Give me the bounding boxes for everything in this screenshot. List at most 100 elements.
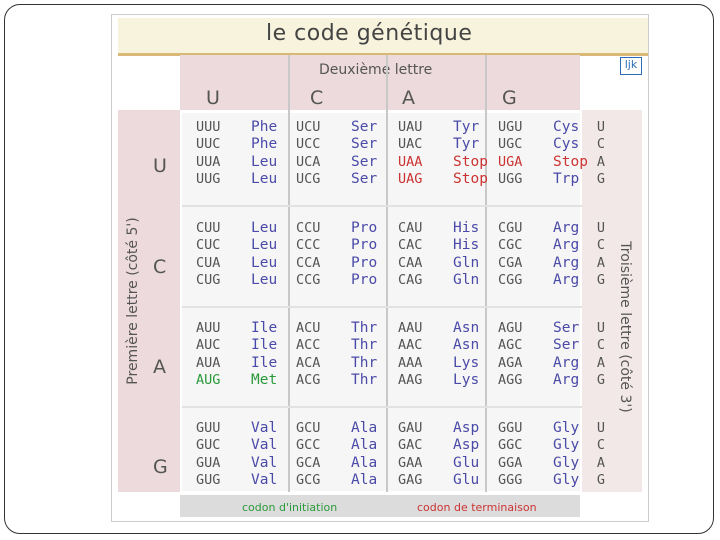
first-letter-g: G xyxy=(153,456,168,478)
amino-acid: Pro xyxy=(351,220,378,236)
codon-table xyxy=(182,113,580,491)
codon: UGG xyxy=(498,170,523,187)
amino-acid: Ala xyxy=(351,471,378,488)
amino-acid: Thr xyxy=(351,337,378,354)
amino-acid: Thr xyxy=(351,320,378,336)
amino-acid: Pro xyxy=(351,254,378,271)
codon: AAU xyxy=(398,320,423,336)
codon: AGC xyxy=(498,337,523,354)
amino-acid-list: Asn Asn Lys Lys xyxy=(453,320,479,389)
codon-block: CUU CUC CUA CUG Leu Leu Leu Leu xyxy=(182,220,282,288)
codon: UUU xyxy=(196,119,221,135)
codon: AUC xyxy=(196,337,221,354)
amino-acid: Leu xyxy=(251,237,278,254)
codon-list: CAU CAC CAA CAG xyxy=(398,220,422,289)
second-letter-g: G xyxy=(502,87,517,109)
codon-block: AAU AAC AAA AAG Asn Asn Lys Lys xyxy=(384,320,484,388)
amino-acid: Ala xyxy=(351,454,378,471)
legend-initiation: codon d'initiation xyxy=(242,501,338,514)
codon: GUU xyxy=(196,420,221,436)
codon: GCG xyxy=(296,471,321,488)
amino-acid: His xyxy=(453,220,480,236)
row-divider xyxy=(182,306,582,308)
codon: GUG xyxy=(196,471,221,488)
codon: AGU xyxy=(498,320,523,336)
codon-block: GGU GGC GGA GGG Gly Gly Gly Gly xyxy=(484,420,584,488)
column-divider xyxy=(288,55,290,492)
codon: CAG xyxy=(398,271,423,288)
amino-acid: Phe xyxy=(251,119,278,135)
amino-acid-list: Tyr Tyr Stop Stop xyxy=(453,119,488,188)
codon: CCU xyxy=(296,220,321,236)
codon-list: GUU GUC GUA GUG xyxy=(196,420,220,489)
second-letter-c: C xyxy=(310,87,324,109)
amino-acid: Ser xyxy=(553,320,580,336)
codon: UAU xyxy=(398,119,423,135)
amino-acid-list: Ser Ser Arg Arg xyxy=(553,320,579,389)
amino-acid: Asn xyxy=(453,320,480,336)
codon: CGG xyxy=(498,271,523,288)
codon: ACG xyxy=(296,371,321,388)
amino-acid-list: Gly Gly Gly Gly xyxy=(553,420,579,489)
codon: UCU xyxy=(296,119,321,135)
amino-acid: Ile xyxy=(251,337,278,354)
codon-list: UUU UUC UUA UUG xyxy=(196,119,220,188)
codon: GAC xyxy=(398,437,423,454)
amino-acid: Gly xyxy=(553,454,580,471)
amino-acid: Glu xyxy=(453,471,480,488)
row-divider xyxy=(182,406,582,408)
amino-acid: Leu xyxy=(251,271,278,288)
amino-acid-list: Phe Phe Leu Leu xyxy=(251,119,277,188)
codon: ACC xyxy=(296,337,321,354)
codon: AAA xyxy=(398,354,423,371)
column-divider xyxy=(386,55,388,492)
amino-acid-list: Pro Pro Pro Pro xyxy=(351,220,377,289)
amino-acid: Glu xyxy=(453,454,480,471)
codon: AGA xyxy=(498,354,523,371)
amino-acid: Ser xyxy=(553,337,580,354)
codon: UCA xyxy=(296,153,321,170)
amino-acid: Asn xyxy=(453,337,480,354)
codon: CUU xyxy=(196,220,221,236)
codon-block: ACU ACC ACA ACG Thr Thr Thr Thr xyxy=(282,320,382,388)
amino-acid: Pro xyxy=(351,271,378,288)
amino-acid: Tyr xyxy=(453,136,480,153)
codon-block: CAU CAC CAA CAG His His Gln Gln xyxy=(384,220,484,288)
codon: GUC xyxy=(196,437,221,454)
third-letter: U xyxy=(596,220,606,236)
codon-list: CUU CUC CUA CUG xyxy=(196,220,220,289)
codon: CGA xyxy=(498,254,523,271)
codon: GCC xyxy=(296,437,321,454)
amino-acid: Cys xyxy=(553,136,580,153)
amino-acid-list: Thr Thr Thr Thr xyxy=(351,320,377,389)
amino-acid-list: Leu Leu Leu Leu xyxy=(251,220,277,289)
third-letter-band xyxy=(582,110,642,492)
amino-acid: Leu xyxy=(251,153,278,170)
third-letter: G xyxy=(596,170,606,187)
codon-block: UAU UAC UAA UAG Tyr Tyr Stop Stop xyxy=(384,119,488,187)
third-letter: C xyxy=(596,237,606,254)
first-letter-u: U xyxy=(153,155,167,177)
codon: UGA xyxy=(498,153,523,170)
third-letter: G xyxy=(596,271,606,288)
codon: CUG xyxy=(196,271,221,288)
codon: AAG xyxy=(398,371,423,388)
amino-acid-list: Cys Cys Stop Trp xyxy=(553,119,588,188)
third-letter: G xyxy=(596,471,606,488)
third-letter: C xyxy=(596,437,606,454)
amino-acid: Val xyxy=(251,454,278,471)
codon: UCG xyxy=(296,170,321,187)
codon-list: GAU GAC GAA GAG xyxy=(398,420,422,489)
codon: CAA xyxy=(398,254,423,271)
codon-list: UCU UCC UCA UCG xyxy=(296,119,320,188)
third-letter: U xyxy=(596,320,606,336)
codon-list: AAU AAC AAA AAG xyxy=(398,320,422,389)
codon-block: AGU AGC AGA AGG Ser Ser Arg Arg xyxy=(484,320,584,388)
amino-acid: Arg xyxy=(553,237,580,254)
codon: GUA xyxy=(196,454,221,471)
codon: UAG xyxy=(398,170,423,187)
codon-list: ACU ACC ACA ACG xyxy=(296,320,320,389)
amino-acid: Ala xyxy=(351,420,378,436)
title-bar: le code génétique xyxy=(118,18,648,56)
